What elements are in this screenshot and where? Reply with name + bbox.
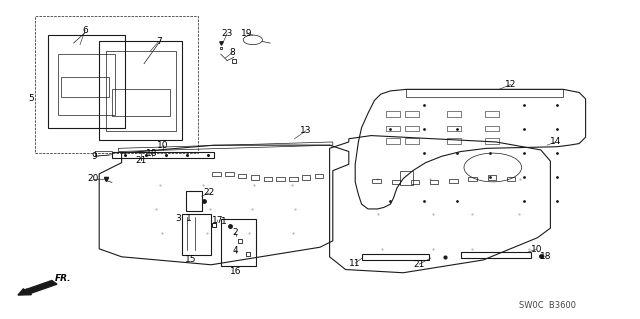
Text: 17: 17 <box>212 216 223 225</box>
Bar <box>392 180 400 184</box>
Bar <box>485 126 499 131</box>
Text: 15: 15 <box>185 256 196 264</box>
Bar <box>276 177 285 181</box>
Bar <box>488 175 496 180</box>
Bar <box>411 180 419 184</box>
Text: 6: 6 <box>83 26 88 35</box>
Text: 18: 18 <box>146 149 157 158</box>
Text: 2: 2 <box>233 228 238 237</box>
Bar <box>485 111 499 117</box>
Bar <box>468 177 477 181</box>
Bar <box>405 126 419 131</box>
Text: 13: 13 <box>300 126 312 135</box>
Bar <box>212 172 221 176</box>
Text: 9: 9 <box>92 152 97 161</box>
Text: 18: 18 <box>540 252 552 261</box>
Bar <box>507 177 515 181</box>
Bar <box>485 138 499 144</box>
Text: 12: 12 <box>505 80 516 89</box>
Text: 4: 4 <box>233 246 238 255</box>
Text: 5: 5 <box>28 94 33 103</box>
Text: 1: 1 <box>186 214 191 223</box>
Text: 20: 20 <box>87 174 99 183</box>
Bar <box>430 180 438 184</box>
Bar <box>386 126 400 131</box>
Bar <box>315 174 323 178</box>
Bar <box>238 174 246 178</box>
Bar <box>405 138 419 144</box>
Bar <box>289 177 298 181</box>
Text: 16: 16 <box>230 267 241 276</box>
Text: 14: 14 <box>550 137 561 146</box>
Bar <box>264 177 272 181</box>
Text: 7: 7 <box>156 37 161 46</box>
Bar <box>225 172 234 176</box>
Bar <box>372 179 381 183</box>
Text: 10: 10 <box>157 141 169 150</box>
Bar <box>447 126 461 131</box>
Text: 23: 23 <box>221 29 233 38</box>
Text: 19: 19 <box>241 29 252 38</box>
Bar <box>386 111 400 117</box>
Text: 22: 22 <box>204 189 215 197</box>
Text: 8: 8 <box>230 48 235 57</box>
Bar <box>447 138 461 144</box>
Bar <box>449 179 458 183</box>
Text: SW0C  B3600: SW0C B3600 <box>518 301 576 310</box>
Text: 11: 11 <box>349 259 361 268</box>
Bar <box>302 175 310 180</box>
Bar <box>251 175 259 180</box>
Text: 10: 10 <box>531 245 542 254</box>
Bar <box>405 111 419 117</box>
Text: 1: 1 <box>221 217 227 226</box>
Text: 21: 21 <box>413 260 425 269</box>
FancyArrow shape <box>18 280 57 295</box>
Text: 21: 21 <box>135 156 147 165</box>
Text: FR.: FR. <box>54 274 71 283</box>
Bar <box>447 111 461 117</box>
Text: 3: 3 <box>175 214 180 223</box>
Bar <box>386 138 400 144</box>
